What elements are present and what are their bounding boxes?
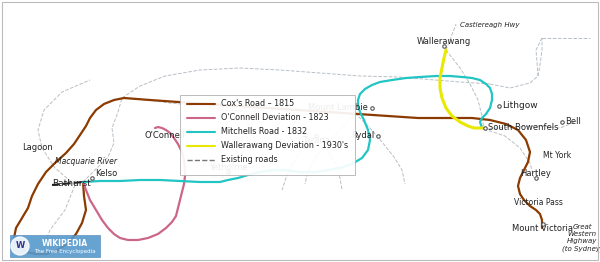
Text: WIKIPEDIA: WIKIPEDIA: [42, 238, 88, 248]
Text: Macquarie River: Macquarie River: [55, 157, 117, 166]
Circle shape: [11, 237, 29, 255]
Text: Kelso: Kelso: [95, 169, 117, 178]
Text: Mt York: Mt York: [543, 150, 571, 160]
Text: Wallerawang Deviation - 1930's: Wallerawang Deviation - 1930's: [221, 141, 348, 150]
Text: Cox's Road – 1815: Cox's Road – 1815: [221, 100, 294, 108]
Text: Victoria Pass: Victoria Pass: [514, 198, 562, 207]
Text: Lithgow: Lithgow: [502, 101, 538, 111]
Text: Lagoon: Lagoon: [22, 143, 53, 151]
Text: South Bowenfels: South Bowenfels: [488, 123, 559, 133]
Text: Bell: Bell: [565, 117, 581, 127]
Text: Great
Western
Highway
(to Sydney): Great Western Highway (to Sydney): [562, 224, 600, 252]
Text: Castlereagh Hwy: Castlereagh Hwy: [460, 22, 520, 28]
Text: The Free Encyclopedia: The Free Encyclopedia: [34, 248, 96, 254]
Text: Mount Lambie: Mount Lambie: [308, 103, 368, 112]
Text: Tarana: Tarana: [302, 136, 330, 145]
Bar: [10, 235, 100, 257]
Bar: [180, 95, 355, 175]
Text: O'Connell: O'Connell: [145, 131, 185, 140]
Text: W: W: [16, 242, 25, 250]
Text: O'Connell Deviation - 1823: O'Connell Deviation - 1823: [221, 113, 329, 123]
Text: Bathurst: Bathurst: [52, 179, 91, 188]
Text: Mount Victoria: Mount Victoria: [512, 224, 574, 233]
Text: Wallerawang: Wallerawang: [417, 37, 471, 46]
Text: Mitchells Road - 1832: Mitchells Road - 1832: [221, 128, 307, 137]
Text: Rydal: Rydal: [351, 132, 374, 140]
Text: Hartley: Hartley: [521, 169, 551, 178]
Text: Existing roads: Existing roads: [221, 156, 278, 165]
Text: Yetholme: Yetholme: [209, 163, 247, 172]
